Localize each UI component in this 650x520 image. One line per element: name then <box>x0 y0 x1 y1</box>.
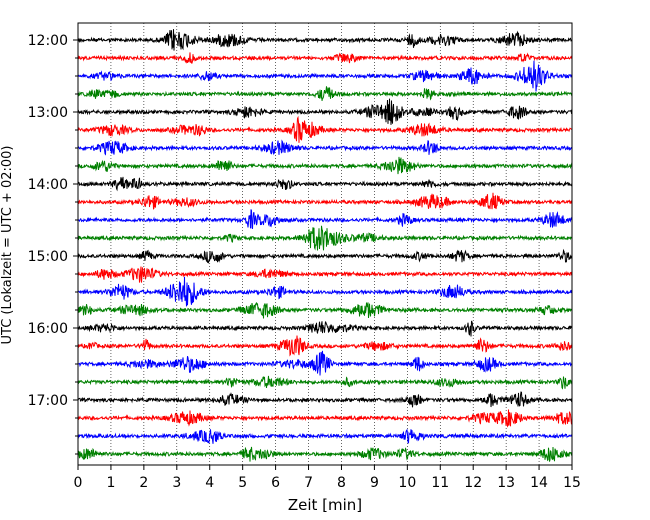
trace-1445 <box>77 225 573 251</box>
trace-1500 <box>77 248 573 264</box>
x-tick-label: 9 <box>370 475 379 491</box>
x-tick-label: 12 <box>464 475 482 491</box>
y-tick-label: 12:00 <box>28 33 68 49</box>
x-tick-label: 3 <box>172 475 181 491</box>
trace-1245 <box>77 86 573 101</box>
y-axis-label: UTC (Lokalzeit = UTC + 02:00) <box>0 146 15 345</box>
trace-1330 <box>77 139 573 156</box>
x-tick-label: 15 <box>563 475 581 491</box>
x-axis: 0 1 2 3 4 5 6 7 8 9 10 11 12 13 14 15 <box>74 465 581 491</box>
x-tick-label: 10 <box>398 475 416 491</box>
trace-1345 <box>77 156 573 175</box>
trace-1645 <box>77 375 573 390</box>
trace-1515 <box>77 266 573 283</box>
trace-1430 <box>77 209 573 229</box>
x-tick-label: 2 <box>139 475 148 491</box>
x-tick-label: 5 <box>238 475 247 491</box>
x-tick-label: 14 <box>530 475 548 491</box>
trace-1615 <box>77 335 573 357</box>
plot-frame <box>77 22 573 466</box>
x-tick-label: 11 <box>431 475 449 491</box>
x-tick-label: 6 <box>271 475 280 491</box>
trace-group <box>77 29 573 462</box>
trace-1230 <box>77 60 573 92</box>
y-tick-label: 14:00 <box>28 177 68 193</box>
plot-background <box>78 23 572 465</box>
trace-1215 <box>77 52 573 64</box>
trace-1715 <box>77 409 573 428</box>
trace-1530 <box>77 276 573 307</box>
x-tick-label: 7 <box>304 475 313 491</box>
trace-1630 <box>77 350 573 376</box>
trace-1200 <box>77 29 573 51</box>
trace-1415 <box>77 192 573 210</box>
x-tick-label: 4 <box>205 475 214 491</box>
trace-1545 <box>77 302 573 319</box>
x-axis-label: Zeit [min] <box>288 496 362 514</box>
x-tick-label: 13 <box>497 475 515 491</box>
y-axis: 12:00 13:00 14:00 15:00 16:00 17:00 <box>28 33 78 455</box>
y-tick-label: 17:00 <box>28 393 68 409</box>
trace-1600 <box>77 320 572 337</box>
trace-1700 <box>77 391 573 408</box>
trace-1315 <box>77 115 573 143</box>
y-tick-label: 16:00 <box>28 321 68 337</box>
trace-1745 <box>77 446 573 462</box>
x-tick-label: 8 <box>337 475 346 491</box>
y-tick-label: 13:00 <box>28 105 68 121</box>
trace-1400 <box>77 176 573 192</box>
x-tick-label: 1 <box>106 475 115 491</box>
trace-1730 <box>77 428 573 444</box>
trace-1300 <box>77 98 573 125</box>
x-tick-label: 0 <box>74 475 83 491</box>
y-tick-label: 15:00 <box>28 249 68 265</box>
